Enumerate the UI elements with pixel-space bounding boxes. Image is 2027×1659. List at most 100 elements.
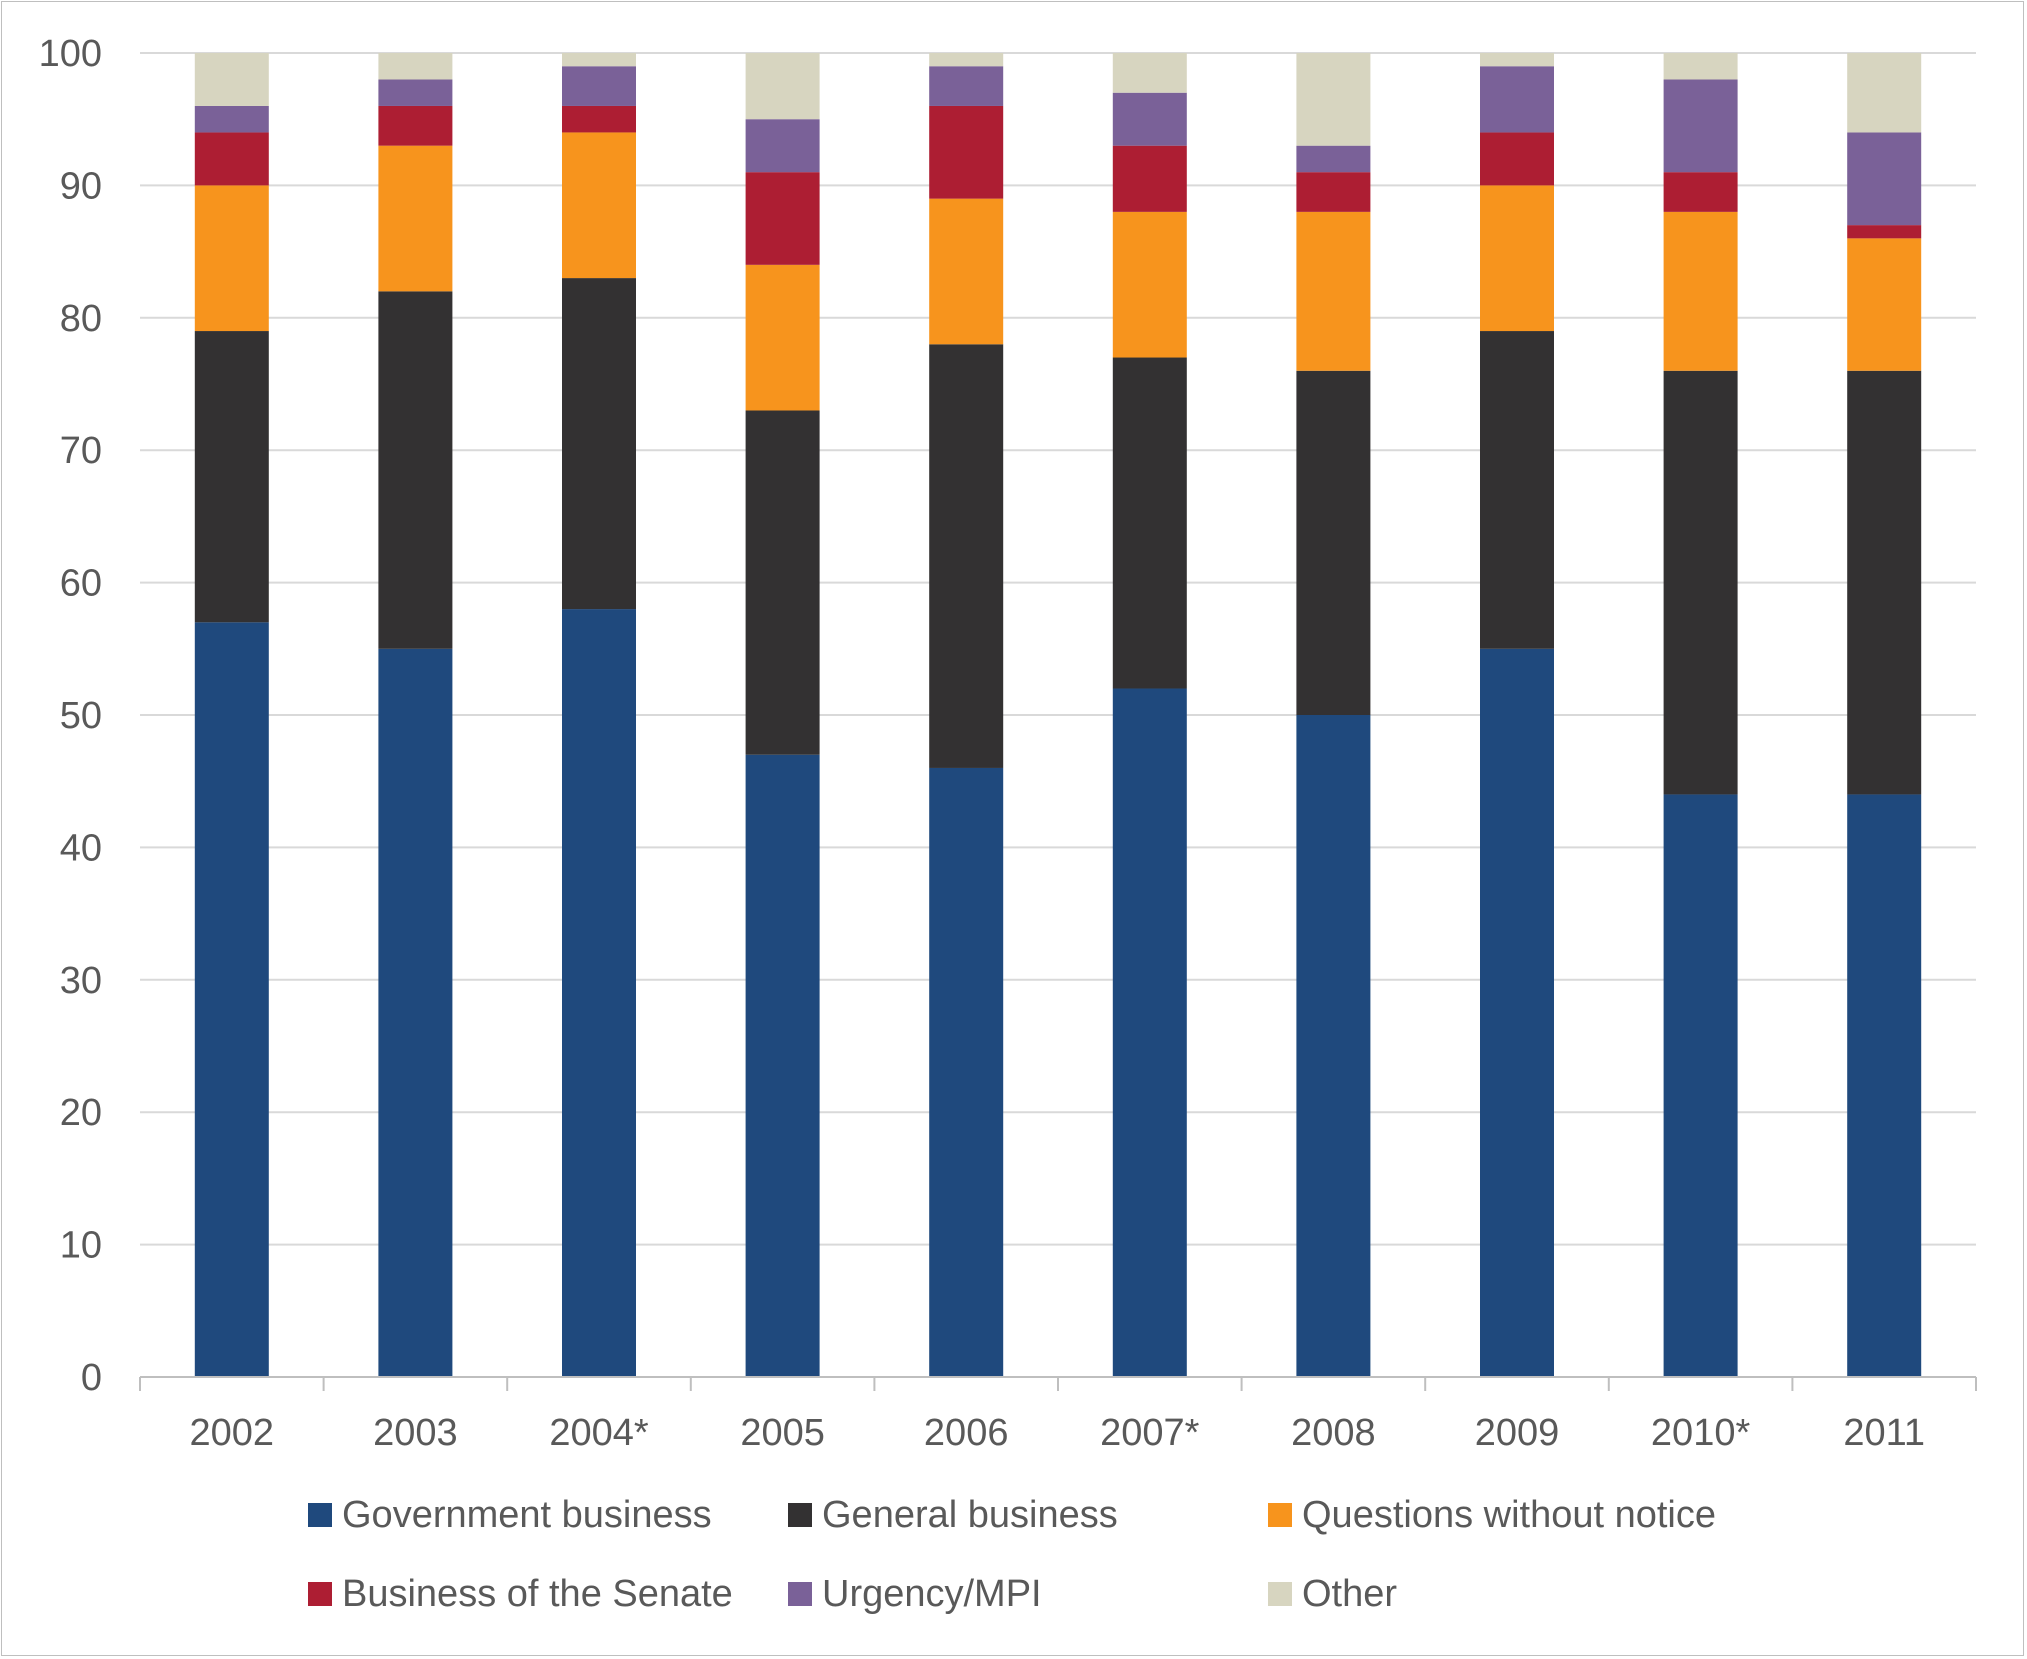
bar-segment — [1112, 145, 1187, 212]
bar-segment — [378, 53, 453, 80]
bar-segment — [378, 145, 453, 292]
legend-item-questions-without-notice: Questions without notice — [1268, 1490, 1716, 1540]
bars — [194, 53, 1922, 1377]
bar-segment — [194, 622, 269, 1377]
bar-segment — [929, 66, 1004, 106]
y-tick-label: 60 — [60, 563, 102, 605]
legend-item-business-of-the-senate: Business of the Senate — [308, 1569, 733, 1619]
bar-segment — [1847, 132, 1922, 226]
bar-segment — [1480, 132, 1554, 186]
bar-segment — [378, 105, 453, 146]
bar-segment — [378, 291, 453, 649]
bar-segment — [1847, 238, 1922, 371]
bar-segment — [929, 344, 1004, 768]
bar-segment — [1112, 92, 1187, 146]
bar-segment — [929, 105, 1004, 199]
bar-segment — [1480, 185, 1554, 332]
bar-segment — [562, 609, 636, 1377]
bar-segment — [1296, 370, 1371, 715]
bar-segment — [378, 79, 453, 106]
x-tick-label: 2009 — [1475, 1412, 1560, 1454]
bar-segment — [745, 53, 820, 120]
legend-swatch — [788, 1503, 812, 1527]
bar-segment — [929, 198, 1004, 345]
x-tick-label: 2011 — [1843, 1412, 1925, 1454]
y-tick-label: 20 — [60, 1092, 102, 1134]
x-tick-label: 2003 — [373, 1412, 458, 1454]
bar-segment — [1663, 794, 1738, 1377]
y-tick-label: 100 — [39, 33, 102, 75]
legend-item-other: Other — [1268, 1569, 1397, 1619]
legend-item-urgency-mpi: Urgency/MPI — [788, 1569, 1042, 1619]
bar-segment — [1296, 172, 1371, 212]
bar-segment — [745, 410, 820, 755]
x-axis-tick-labels: 2002 2003 2004* 2005 2006 2007* 2008 2009 2010* 2… — [190, 1412, 1926, 1454]
bar-segment — [1663, 370, 1738, 795]
bar-segment — [194, 185, 269, 332]
bar-segment — [1847, 53, 1922, 133]
legend-swatch — [788, 1582, 812, 1606]
y-tick-label: 50 — [60, 695, 102, 737]
bar-segment — [1847, 794, 1922, 1377]
bar-segment — [1847, 370, 1922, 795]
x-axis — [139, 1376, 1977, 1391]
legend-label: General business — [822, 1493, 1118, 1536]
legend: Government business General business Que… — [308, 1490, 1808, 1650]
y-tick-label: 70 — [60, 430, 102, 472]
bar-segment — [562, 278, 636, 610]
legend-label: Other — [1302, 1572, 1398, 1615]
bar-segment — [194, 105, 269, 133]
bar-segment — [194, 331, 269, 623]
x-tick-label: 2010* — [1651, 1412, 1751, 1454]
legend-label: Business of the Senate — [342, 1572, 733, 1615]
bar-segment — [1296, 145, 1371, 173]
bar-segment — [1112, 357, 1187, 689]
legend-swatch — [1268, 1582, 1292, 1606]
legend-item-general-business: General business — [788, 1490, 1118, 1540]
bar-segment — [745, 754, 820, 1377]
x-tick-label: 2005 — [740, 1412, 825, 1454]
legend-swatch — [308, 1503, 332, 1527]
bar-segment — [1663, 172, 1738, 212]
bar-segment — [745, 172, 820, 265]
bar-segment — [1663, 79, 1738, 173]
bar-segment — [1112, 53, 1187, 93]
bar-segment — [1480, 331, 1554, 649]
legend-label: Government business — [342, 1493, 712, 1536]
y-tick-label: 80 — [60, 298, 102, 340]
x-tick-label: 2004* — [549, 1412, 649, 1454]
y-tick-label: 90 — [60, 165, 102, 207]
bar-segment — [929, 53, 1004, 67]
bar-segment — [1112, 211, 1187, 358]
bar-segment — [1296, 53, 1371, 146]
bar-segment — [1663, 53, 1738, 80]
y-axis-tick-labels: 0 10 20 30 40 50 60 70 80 90 100 — [39, 33, 102, 1399]
bar-segment — [562, 132, 636, 279]
legend-swatch — [308, 1582, 332, 1606]
bar-segment — [562, 105, 636, 133]
legend-swatch — [1268, 1503, 1292, 1527]
x-tick-label: 2006 — [924, 1412, 1009, 1454]
bar-segment — [1296, 715, 1371, 1377]
bar-segment — [745, 264, 820, 411]
legend-item-government-business: Government business — [308, 1490, 712, 1540]
bar-segment — [562, 66, 636, 106]
legend-label: Questions without notice — [1302, 1493, 1717, 1536]
bar-segment — [1663, 211, 1738, 371]
x-tick-label: 2002 — [190, 1412, 275, 1454]
bar-segment — [1112, 688, 1187, 1377]
y-tick-label: 0 — [81, 1357, 102, 1399]
legend-label: Urgency/MPI — [822, 1572, 1042, 1615]
y-tick-label: 30 — [60, 960, 102, 1002]
bar-segment — [1847, 225, 1922, 239]
y-tick-label: 10 — [60, 1225, 102, 1267]
x-tick-label: 2007* — [1100, 1412, 1200, 1454]
bar-segment — [929, 767, 1004, 1377]
bar-segment — [1480, 648, 1554, 1377]
y-tick-label: 40 — [60, 827, 102, 869]
bar-segment — [745, 119, 820, 173]
bar-segment — [194, 53, 269, 106]
bar-segment — [378, 648, 453, 1377]
